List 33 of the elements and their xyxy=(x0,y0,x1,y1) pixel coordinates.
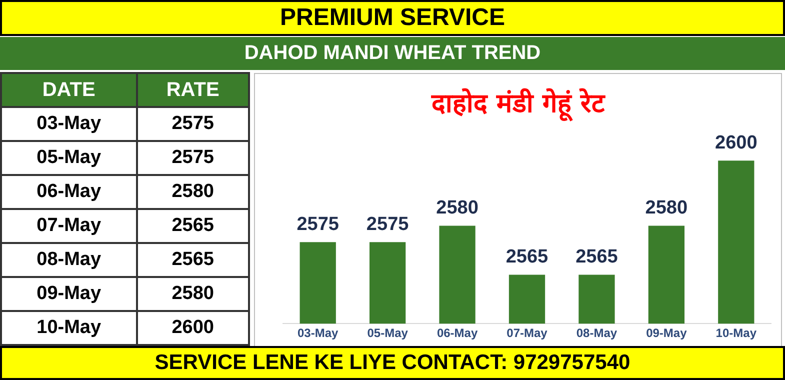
category-label: 05-May xyxy=(36,147,102,168)
category-label: 07-May xyxy=(36,215,102,236)
text: 2580 xyxy=(172,283,214,304)
data-label: 2580 xyxy=(645,198,688,219)
x-tick-label: 09-May xyxy=(646,326,688,340)
text: 2565 xyxy=(172,215,214,236)
text: 2575 xyxy=(172,113,214,134)
x-tick-label: 05-May xyxy=(367,326,408,340)
x-tick-label: 08-May xyxy=(576,326,618,340)
text: 2600 xyxy=(172,317,214,338)
category-label: 06-May xyxy=(36,181,102,202)
data-label: 2565 xyxy=(576,246,618,268)
text: DATE xyxy=(1,73,137,107)
category-label: 03-May xyxy=(36,113,102,134)
text: RATE xyxy=(136,73,249,107)
x-tick-label: 07-May xyxy=(506,326,548,340)
footer-banner: SERVICE LENE KE LIYE CONTACT: 9729757540 xyxy=(0,346,785,380)
category-label: 09-May xyxy=(36,283,102,304)
text: 2580 xyxy=(172,181,214,202)
x-tick-label: 10-May xyxy=(716,326,757,340)
data-label: 2565 xyxy=(506,246,549,268)
category-label: 08-May xyxy=(36,249,102,270)
x-tick-label: 03-May xyxy=(298,326,339,340)
data-label: 2575 xyxy=(366,214,410,235)
x-tick-label: 06-May xyxy=(436,326,478,340)
data-label: 2575 xyxy=(296,214,340,235)
data-label: 2600 xyxy=(715,132,758,154)
header-banner: PREMIUM SERVICE xyxy=(0,0,785,36)
text: 2565 xyxy=(172,249,214,270)
subheader-banner: DAHOD MANDI WHEAT TREND xyxy=(0,37,785,70)
text: दाहोद मंडी गेहूं रेट xyxy=(430,87,606,120)
data-label: 2580 xyxy=(436,198,478,219)
text: 2575 xyxy=(172,147,214,168)
